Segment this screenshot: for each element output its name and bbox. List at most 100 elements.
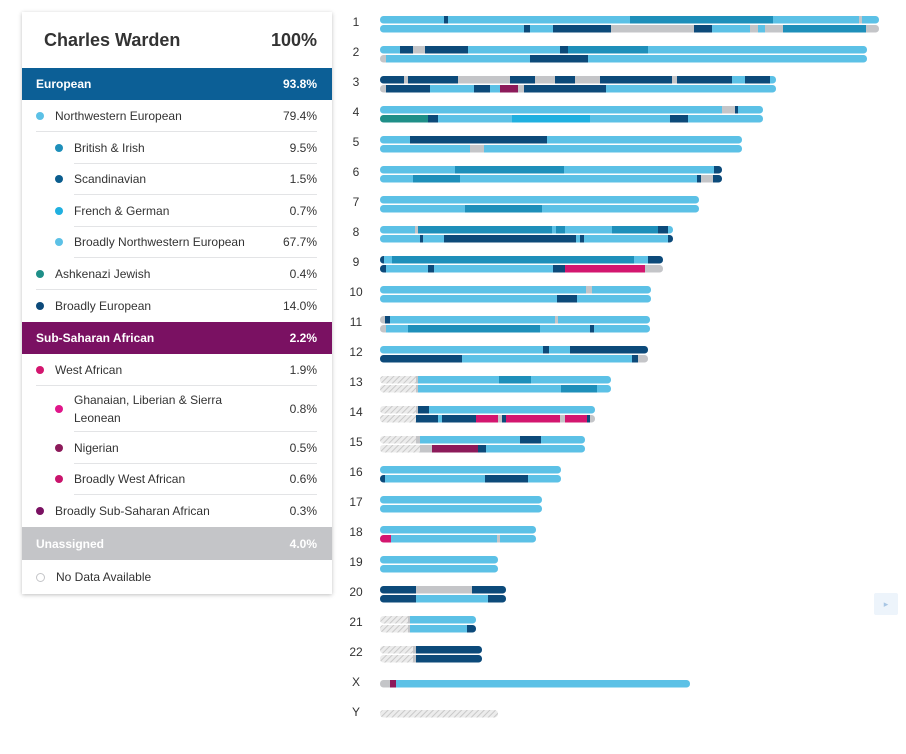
ancestry-segment[interactable] [520,436,542,444]
ancestry-segment[interactable] [630,25,695,33]
ancestry-segment[interactable] [416,646,482,654]
ancestry-segment[interactable] [476,136,548,144]
ancestry-segment[interactable] [418,385,562,393]
european-subregion-row[interactable]: British & Irish 9.5% [22,132,332,164]
ancestry-segment[interactable] [385,475,455,483]
subsaharan-band[interactable]: Sub-Saharan African 2.2% [22,322,332,354]
ancestry-segment[interactable] [428,265,435,273]
ancestry-segment[interactable] [380,556,434,564]
ancestry-segment[interactable] [420,436,521,444]
ancestry-segment[interactable] [499,376,532,384]
ancestry-segment[interactable] [580,235,585,243]
chromosome-9[interactable] [380,256,663,273]
ancestry-segment[interactable] [712,25,751,33]
ancestry-segment[interactable] [416,415,419,423]
ancestry-segment[interactable] [658,226,669,234]
ancestry-segment[interactable] [380,136,411,144]
chromosome-2[interactable] [380,46,867,63]
ancestry-segment[interactable] [565,265,646,273]
ancestry-segment[interactable] [380,325,387,333]
ancestry-segment[interactable] [577,295,651,303]
ancestry-segment[interactable] [438,115,481,123]
ancestry-segment[interactable] [380,205,466,213]
ancestry-segment[interactable] [697,175,702,183]
ancestry-segment[interactable] [578,346,648,354]
ancestry-segment[interactable] [420,445,433,453]
ancestry-segment[interactable] [530,25,554,33]
ancestry-segment[interactable] [434,265,443,273]
ancestry-segment[interactable] [735,106,739,114]
ancestry-segment[interactable] [638,355,648,363]
ancestry-segment[interactable] [478,445,487,453]
ancestry-segment[interactable] [386,55,531,63]
chromosome-5[interactable] [380,136,742,153]
ancestry-segment[interactable] [497,535,501,543]
ancestry-segment[interactable] [498,415,503,423]
ancestry-segment[interactable] [386,85,431,93]
ancestry-segment[interactable] [380,196,501,204]
ancestry-segment[interactable] [553,25,612,33]
chromosome-22[interactable] [380,646,482,663]
chromosome-17[interactable] [380,496,542,513]
ancestry-segment[interactable] [586,286,593,294]
ancestry-segment[interactable] [380,385,417,393]
ancestry-segment[interactable] [630,16,774,24]
ancestry-segment[interactable] [413,46,426,54]
ancestry-segment[interactable] [385,680,391,688]
ancestry-segment[interactable] [418,376,500,384]
ancestry-segment[interactable] [677,76,733,84]
european-subregion-row[interactable]: French & German 0.7% [22,195,332,227]
ancestry-segment[interactable] [425,46,469,54]
ancestry-segment[interactable] [648,46,867,54]
ancestry-segment[interactable] [576,235,581,243]
ancestry-segment[interactable] [380,346,453,354]
collapse-icon[interactable]: ▸ [874,593,898,615]
ancestry-segment[interactable] [380,106,481,114]
ancestry-segment[interactable] [758,25,766,33]
ancestry-segment[interactable] [392,256,479,264]
subsaharan-subregion-row[interactable]: West African 1.9% [22,354,332,386]
chromosome-10[interactable] [380,286,651,303]
subsaharan-subregion-row[interactable]: Broadly Sub-Saharan African 0.3% [22,495,332,527]
ancestry-segment[interactable] [380,55,387,63]
ancestry-segment[interactable] [408,325,488,333]
ancestry-segment[interactable] [455,166,503,174]
ancestry-segment[interactable] [478,265,554,273]
ancestry-segment[interactable] [380,625,409,633]
ancestry-segment[interactable] [432,445,479,453]
ancestry-segment[interactable] [415,226,419,234]
ancestry-segment[interactable] [386,325,409,333]
ancestry-segment[interactable] [582,85,607,93]
ancestry-segment[interactable] [420,235,424,243]
ancestry-segment[interactable] [568,55,589,63]
ancestry-segment[interactable] [512,115,591,123]
ancestry-segment[interactable] [490,85,501,93]
ancestry-segment[interactable] [562,85,583,93]
ancestry-segment[interactable] [472,226,553,234]
ancestry-segment[interactable] [634,256,649,264]
ancestry-segment[interactable] [750,25,759,33]
ancestry-segment[interactable] [396,680,501,688]
ancestry-segment[interactable] [460,175,503,183]
ancestry-segment[interactable] [434,586,473,594]
ancestry-segment[interactable] [555,316,559,324]
ancestry-segment[interactable] [444,235,473,243]
ancestry-segment[interactable] [862,16,879,24]
ancestry-segment[interactable] [428,115,439,123]
ancestry-segment[interactable] [448,16,546,24]
ancestry-segment[interactable] [612,226,659,234]
ancestry-segment[interactable] [558,316,650,324]
chromosome-12[interactable] [380,346,648,363]
ancestry-segment[interactable] [429,406,595,414]
ancestry-segment[interactable] [418,415,439,423]
ancestry-segment[interactable] [502,166,565,174]
ancestry-segment[interactable] [486,445,585,453]
ancestry-segment[interactable] [416,376,419,384]
chromosome-21[interactable] [380,616,476,633]
ancestry-segment[interactable] [416,406,419,414]
ancestry-segment[interactable] [556,226,566,234]
ancestry-segment[interactable] [413,76,459,84]
ancestry-segment[interactable] [470,145,485,153]
ancestry-segment[interactable] [416,436,421,444]
ancestry-segment[interactable] [553,265,566,273]
